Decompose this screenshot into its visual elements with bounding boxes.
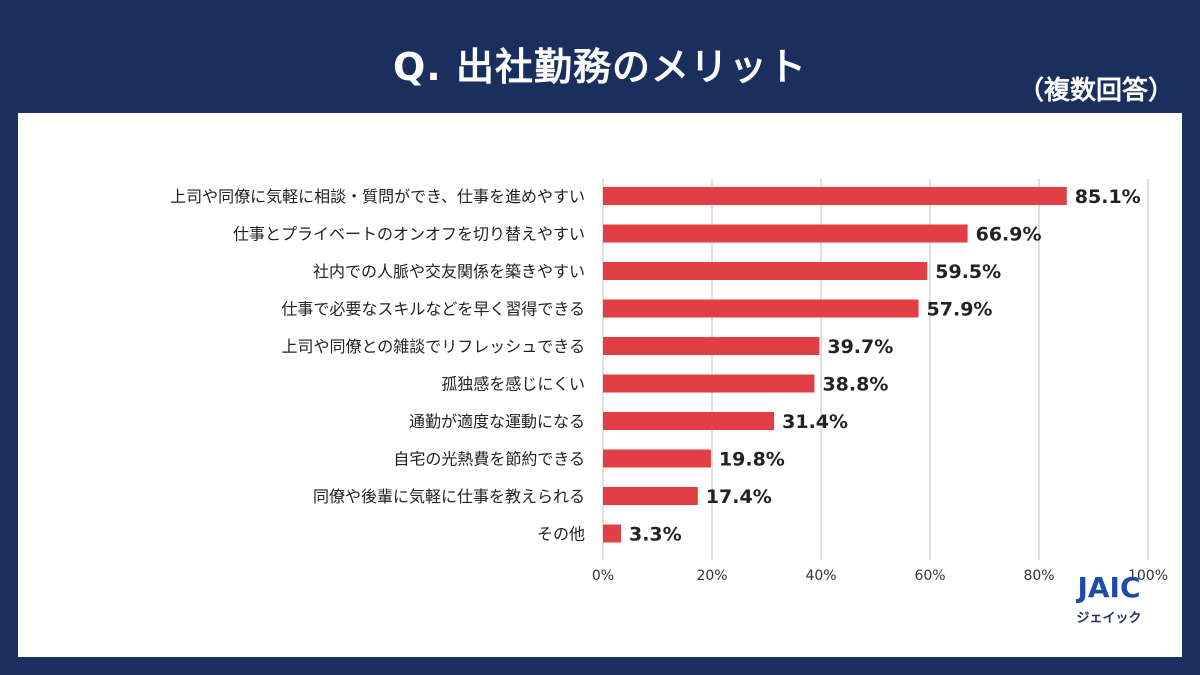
- value-label: 66.9%: [976, 224, 1042, 246]
- bar: [603, 224, 968, 243]
- chart-panel: 0% 20% 40% 60% 80% 100% 上司や同僚に気軽に相談・質問ができ、仕事を進…: [18, 113, 1182, 657]
- x-tick-label: 60%: [914, 568, 945, 584]
- value-label: 59.5%: [935, 261, 1001, 283]
- category-label: 孤独感を感じにくい: [441, 375, 585, 394]
- value-label: 57.9%: [927, 299, 993, 321]
- bar: [603, 449, 711, 468]
- bar: [603, 299, 919, 318]
- category-label: 上司や同僚に気軽に相談・質問ができ、仕事を進めやすい: [170, 187, 585, 206]
- category-label: 仕事で必要なスキルなどを早く習得できる: [281, 300, 585, 319]
- chart-title: Q. 出社勤務のメリット: [393, 45, 807, 89]
- value-label: 19.8%: [719, 449, 785, 471]
- x-tick-label: 100%: [1128, 568, 1168, 584]
- jaic-logo: JAIC ジェイック: [1064, 571, 1154, 631]
- category-label: 仕事とプライベートのオンオフを切り替えやすい: [233, 225, 585, 244]
- category-label: 上司や同僚との雑談でリフレッシュできる: [281, 337, 585, 356]
- category-label: 自宅の光熱費を節約できる: [393, 450, 585, 469]
- bar: [603, 374, 815, 393]
- x-tick-label: 40%: [805, 568, 836, 584]
- value-label: 3.3%: [629, 524, 682, 546]
- category-label: 社内での人脈や交友関係を築きやすい: [313, 262, 585, 281]
- x-tick-label: 20%: [696, 568, 727, 584]
- value-label: 39.7%: [827, 336, 893, 358]
- category-label: その他: [537, 525, 585, 544]
- bar-chart: 0% 20% 40% 60% 80% 100% 上司や同僚に気軽に相談・質問ができ、仕事を進…: [170, 179, 1168, 584]
- multiple-answer-note: （複数回答）: [1017, 76, 1174, 106]
- bar: [603, 262, 928, 280]
- logo-subtext: ジェイック: [1076, 611, 1142, 626]
- category-label: 同僚や後輩に気軽に仕事を教えられる: [313, 487, 585, 506]
- bar: [603, 412, 775, 430]
- x-tick-label: 0%: [592, 568, 614, 584]
- bar: [603, 187, 1067, 205]
- bar: [603, 337, 820, 355]
- x-tick-label: 80%: [1023, 568, 1054, 584]
- value-label: 17.4%: [706, 486, 772, 508]
- category-label: 通勤が適度な運動になる: [409, 412, 585, 431]
- value-label: 31.4%: [782, 411, 848, 433]
- bar: [603, 487, 698, 505]
- value-label: 38.8%: [822, 374, 888, 396]
- logo-text: JAIC: [1077, 571, 1141, 604]
- value-label: 85.1%: [1075, 186, 1141, 208]
- bar: [603, 524, 621, 543]
